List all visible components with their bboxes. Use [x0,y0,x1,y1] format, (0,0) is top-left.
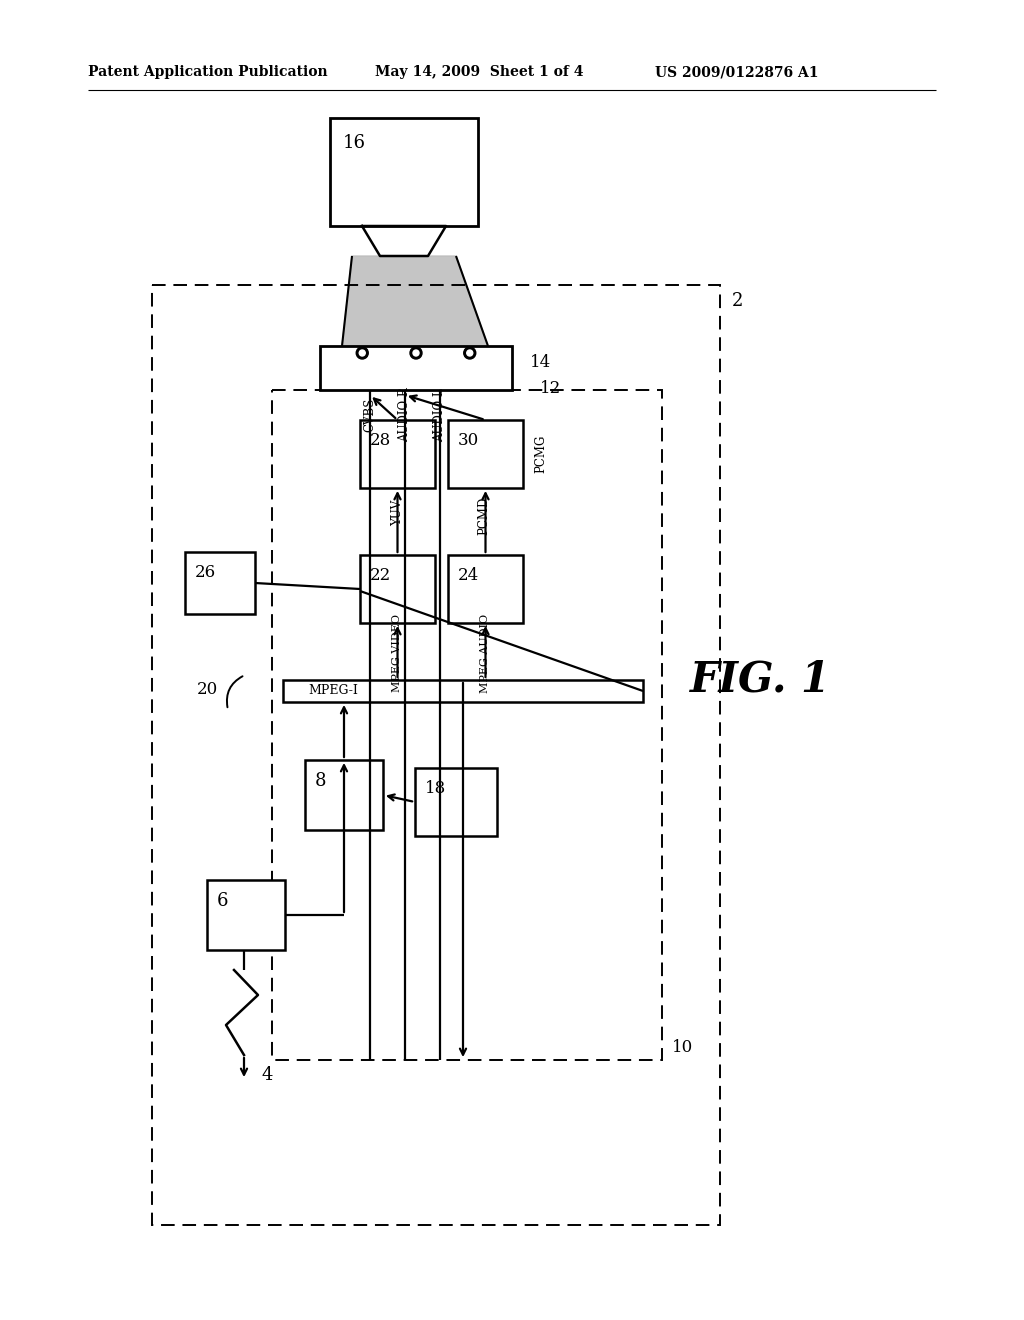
Text: 6: 6 [217,892,228,909]
Text: 4: 4 [262,1067,273,1084]
Bar [449,420,523,488]
Bar [449,554,523,623]
Bar [319,346,512,389]
Bar [185,552,255,614]
Text: 12: 12 [540,380,561,397]
Text: PCMD: PCMD [477,496,490,535]
Bar [360,420,435,488]
Circle shape [467,350,473,356]
Text: 26: 26 [195,564,216,581]
Text: MPEG-I: MPEG-I [308,685,358,697]
Text: 28: 28 [370,432,391,449]
Text: MPEG VIDEO: MPEG VIDEO [392,614,402,692]
Circle shape [413,350,419,356]
Text: 8: 8 [315,772,327,789]
Text: 18: 18 [425,780,446,797]
Text: May 14, 2009  Sheet 1 of 4: May 14, 2009 Sheet 1 of 4 [375,65,584,79]
Text: 30: 30 [458,432,479,449]
Text: 22: 22 [370,568,391,583]
Circle shape [410,347,422,359]
Circle shape [464,347,476,359]
Bar [152,285,720,1225]
Bar [360,554,435,623]
Text: 24: 24 [458,568,479,583]
Polygon shape [362,226,446,256]
Text: 14: 14 [530,354,551,371]
Text: YUV: YUV [391,500,404,527]
Polygon shape [342,256,488,346]
Text: PCMG: PCMG [535,434,548,473]
Text: 2: 2 [732,292,743,310]
Text: FIG. 1: FIG. 1 [689,659,830,701]
Text: AUDIO L: AUDIO L [433,388,446,442]
Text: MPEG AUDIO: MPEG AUDIO [480,614,490,693]
Bar [272,389,662,1060]
Circle shape [359,350,366,356]
Bar [415,768,497,836]
Bar [207,880,285,950]
Bar [330,117,478,226]
Text: Patent Application Publication: Patent Application Publication [88,65,328,79]
Text: AUDIO R: AUDIO R [398,388,412,442]
Text: 10: 10 [672,1040,693,1056]
Bar [305,760,383,830]
Text: US 2009/0122876 A1: US 2009/0122876 A1 [655,65,818,79]
Text: 20: 20 [197,681,218,698]
Text: CVBS: CVBS [364,397,377,432]
Text: 16: 16 [343,135,366,152]
Bar [283,680,643,702]
Circle shape [356,347,369,359]
